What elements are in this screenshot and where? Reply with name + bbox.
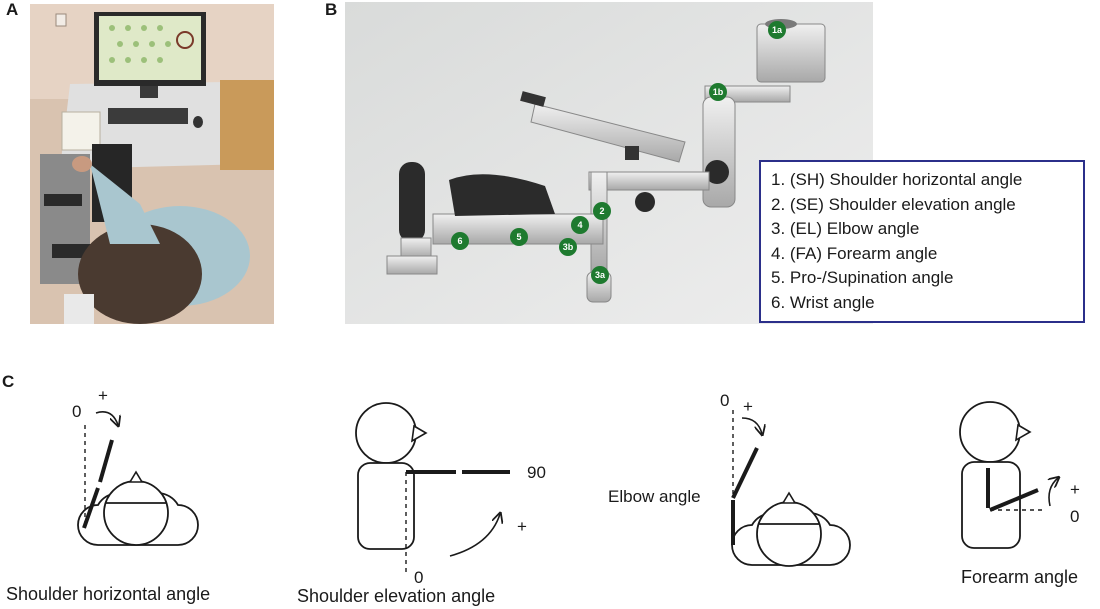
- shoulder-elevation-zero-label: 0: [414, 568, 423, 587]
- forearm-diagram: + 0: [959, 401, 1080, 549]
- caption-shoulder-elevation: Shoulder elevation angle: [297, 586, 496, 606]
- legend-item-shoulder-horizontal: 1. (SH) Shoulder horizontal angle: [771, 170, 1023, 189]
- shoulder-horizontal-plus-label: +: [98, 386, 108, 405]
- elbow-diagram: 0 + Elbow angle: [608, 391, 851, 567]
- panel-b-letter: B: [325, 0, 338, 19]
- shoulder-elevation-ninety-label: 90: [527, 463, 546, 482]
- shoulder-horizontal-zero-label: 0: [72, 402, 81, 421]
- legend-item-elbow: 3. (EL) Elbow angle: [771, 219, 920, 238]
- legend-item-forearm: 4. (FA) Forearm angle: [771, 243, 938, 263]
- elbow-zero-label: 0: [720, 391, 729, 410]
- panel-a-letter: A: [6, 0, 19, 19]
- shoulder-elevation-diagram: 90 + 0: [355, 402, 546, 587]
- elbow-angle-label: Elbow angle: [608, 487, 701, 506]
- legend-item-wrist: 6. Wrist angle: [771, 292, 875, 312]
- forearm-zero-label: 0: [1070, 507, 1079, 526]
- elbow-plus-label: +: [743, 397, 753, 416]
- participant-photo: [30, 4, 274, 324]
- shoulder-horizontal-diagram: 0 +: [72, 386, 199, 546]
- panel-c-letter: C: [2, 372, 15, 391]
- legend-item-shoulder-elevation: 2. (SE) Shoulder elevation angle: [771, 194, 1016, 214]
- legend-item-pro-supination: 5. Pro-/Supination angle: [771, 268, 954, 287]
- caption-shoulder-horizontal: Shoulder horizontal angle: [6, 584, 211, 604]
- joint-legend: 1. (SH) Shoulder horizontal angle 2. (SE…: [759, 160, 1085, 323]
- caption-forearm: Forearm angle: [961, 567, 1079, 587]
- forearm-plus-label: +: [1070, 480, 1080, 499]
- shoulder-elevation-plus-label: +: [517, 517, 527, 536]
